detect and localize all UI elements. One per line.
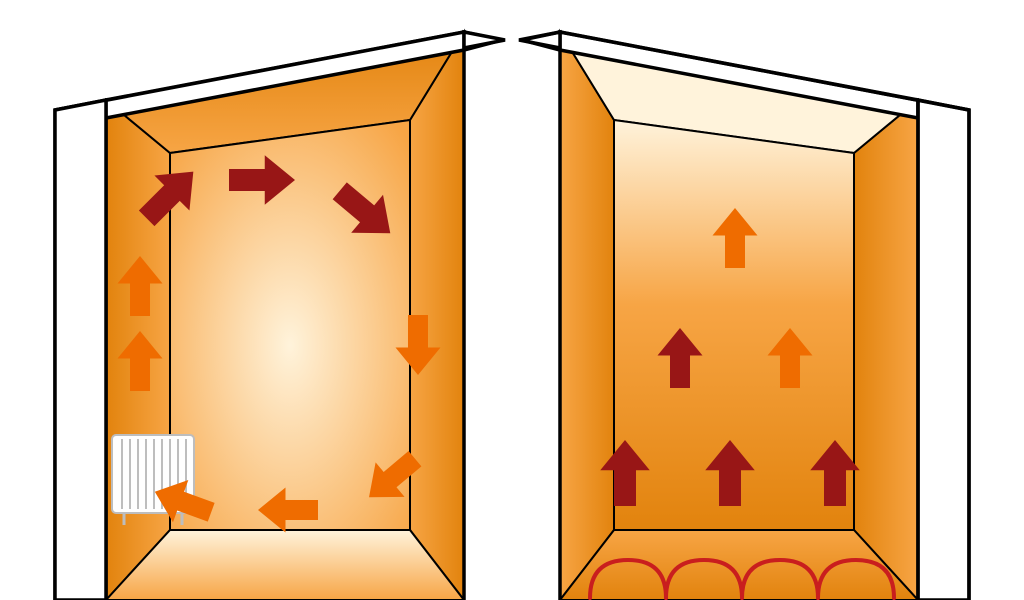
- floor: [560, 530, 918, 600]
- floor: [106, 530, 464, 600]
- right-wall: [854, 100, 918, 600]
- house-radiator: [55, 32, 505, 600]
- heating-comparison-diagram: [0, 0, 1024, 600]
- house-underfloor: [519, 32, 969, 600]
- left-wall: [560, 32, 614, 600]
